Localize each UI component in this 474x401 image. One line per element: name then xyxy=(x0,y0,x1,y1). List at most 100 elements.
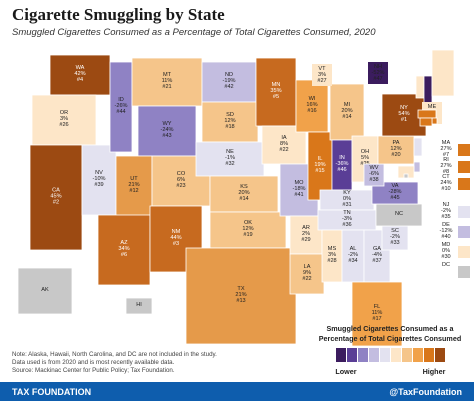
state-shape xyxy=(419,117,433,127)
state-rank: #2 xyxy=(53,200,59,206)
state-abbr: FL xyxy=(374,304,381,310)
legend-swatch xyxy=(402,348,412,362)
state-abbr: CT xyxy=(442,174,450,180)
state-pct: 5% xyxy=(361,155,369,161)
state-shape xyxy=(415,75,425,99)
state-pct: 12% xyxy=(224,118,235,124)
state-abbr: AK xyxy=(41,287,49,293)
state-rank: #33 xyxy=(390,240,399,246)
state-abbr: DC xyxy=(442,262,450,268)
state-abbr: SD xyxy=(226,112,234,118)
state-rank: #32 xyxy=(225,161,234,167)
legend-title: Percentage of Total Cigarettes Consumed xyxy=(319,334,461,343)
state-abbr: IL xyxy=(318,156,323,162)
state-abbr: OK xyxy=(244,220,252,226)
state-rank: #16 xyxy=(307,108,316,114)
state-rank: #4 xyxy=(77,77,83,83)
state-swatch xyxy=(458,144,470,156)
state-rank: #40 xyxy=(441,234,450,240)
state-abbr: TN xyxy=(343,210,350,216)
note: Note: Alaska, Hawaii, North Carolina, an… xyxy=(12,351,217,358)
state-shape xyxy=(209,175,279,213)
state-pct: -19% xyxy=(222,78,235,84)
state-rank: #20 xyxy=(391,152,400,158)
state-rank: #1 xyxy=(401,117,407,123)
state-rank: #15 xyxy=(315,168,324,174)
state-shape xyxy=(413,137,423,157)
state-abbr: ND xyxy=(225,72,233,78)
state-rank: #35 xyxy=(441,214,450,220)
state-shape xyxy=(17,267,73,315)
state-shape xyxy=(351,281,403,347)
state-pct: 3% xyxy=(318,72,326,78)
legend-low: Lower xyxy=(335,367,356,376)
state-rank: #34 xyxy=(348,258,357,264)
state-abbr: ME xyxy=(428,104,437,110)
title: Cigarette Smuggling by State xyxy=(12,5,225,24)
state-shape xyxy=(413,161,421,173)
state-abbr: UT xyxy=(130,176,138,182)
state-rank: #12 xyxy=(129,188,138,194)
state-abbr: RI xyxy=(443,157,449,163)
state-rank: #6 xyxy=(121,252,127,258)
state-shape xyxy=(329,83,365,141)
state-pct: 34% xyxy=(118,246,129,252)
state-abbr: HI xyxy=(136,302,142,308)
state-shape xyxy=(137,105,197,157)
state-rank: #43 xyxy=(162,133,171,139)
state-abbr: MS xyxy=(328,246,337,252)
source: Source: Mackinac Center for Public Polic… xyxy=(12,367,175,374)
state-shape xyxy=(31,94,97,146)
state-swatch xyxy=(458,206,470,218)
state-shape xyxy=(307,131,333,201)
state-swatch xyxy=(458,161,470,173)
state-pct: -2% xyxy=(390,234,400,240)
state-shape xyxy=(363,163,385,187)
state-abbr: CA xyxy=(52,188,60,194)
state-pct: -18% xyxy=(292,186,305,192)
state-abbr: MI xyxy=(344,102,351,108)
state-abbr: CO xyxy=(177,171,186,177)
note: Data used is from 2020 and is most recen… xyxy=(12,359,175,366)
state-pct: -3% xyxy=(342,216,352,222)
state-shape xyxy=(371,181,419,205)
state-rank: #22 xyxy=(302,276,311,282)
state-swatch xyxy=(458,226,470,238)
state-shape xyxy=(209,211,287,249)
label-box xyxy=(312,64,332,86)
state-abbr: NJ xyxy=(443,202,450,208)
state-pct: -36% xyxy=(335,161,348,167)
footer-brand: TAX FOUNDATION xyxy=(12,387,91,397)
state-shape xyxy=(289,253,325,295)
state-shape xyxy=(81,144,117,216)
state-abbr: TX xyxy=(237,286,244,292)
state-abbr: PA xyxy=(392,140,399,146)
state-rank: #17 xyxy=(372,316,381,322)
state-rank: #31 xyxy=(342,202,351,208)
legend-swatches xyxy=(336,348,445,362)
state-swatch xyxy=(458,266,470,278)
state-rank: #41 xyxy=(294,192,303,198)
state-rank: #37 xyxy=(372,258,381,264)
state-abbr: AZ xyxy=(120,240,128,246)
state-pct: 19% xyxy=(314,162,325,168)
state-rank: #39 xyxy=(94,182,103,188)
state-rank: #36 xyxy=(342,222,351,228)
state-pct: 16% xyxy=(306,102,317,108)
state-abbr: MN xyxy=(272,82,281,88)
state-abbr: VT xyxy=(318,66,326,72)
state-abbr: WI xyxy=(309,96,316,102)
state-pct: 27% xyxy=(440,146,451,152)
state-pct: 11% xyxy=(372,310,383,316)
state-rank: #19 xyxy=(243,232,252,238)
state-abbr: DE xyxy=(442,222,450,228)
state-shape xyxy=(423,75,433,105)
legend-swatch xyxy=(435,348,445,362)
subtitle: Smuggled Cigarettes Consumed as a Percen… xyxy=(12,27,376,38)
state-shape xyxy=(185,247,297,345)
state-rank: #28 xyxy=(327,258,336,264)
state-pct: 12% xyxy=(390,146,401,152)
state-abbr: IA xyxy=(281,135,287,141)
state-shape xyxy=(403,173,409,179)
